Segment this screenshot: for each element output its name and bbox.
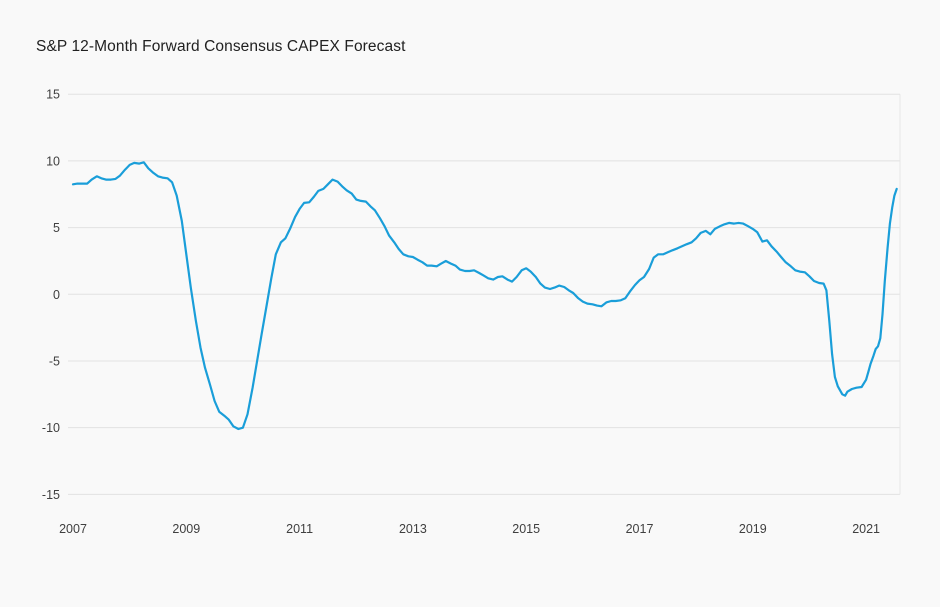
x-tick-label-2007: 2007 xyxy=(59,522,87,536)
horizontal-gridlines xyxy=(68,93,900,495)
y-axis-tick-labels: 15 10 5 0 -5 -10 -15 xyxy=(42,88,60,502)
y-tick-label-0: 0 xyxy=(53,288,60,302)
y-tick-label--15: -15 xyxy=(42,488,60,502)
y-tick-label--10: -10 xyxy=(42,421,60,435)
x-axis-tick-labels: 2007 2009 2011 2013 2015 2017 2019 2021 xyxy=(59,522,880,536)
y-tick-label-5: 5 xyxy=(53,221,60,235)
y-tick-label--5: -5 xyxy=(49,354,60,368)
x-tick-label-2019: 2019 xyxy=(739,522,767,536)
x-tick-label-2009: 2009 xyxy=(172,522,200,536)
x-tick-label-2013: 2013 xyxy=(399,522,427,536)
y-tick-label-10: 10 xyxy=(46,154,60,168)
y-tick-label-15: 15 xyxy=(46,88,60,102)
x-tick-label-2011: 2011 xyxy=(286,522,313,536)
capex-data-line xyxy=(71,161,898,431)
x-tick-label-2015: 2015 xyxy=(512,522,540,536)
x-tick-label-2021: 2021 xyxy=(852,522,880,536)
x-tick-label-2017: 2017 xyxy=(626,522,654,536)
chart-title: S&P 12-Month Forward Consensus CAPEX For… xyxy=(36,38,406,55)
